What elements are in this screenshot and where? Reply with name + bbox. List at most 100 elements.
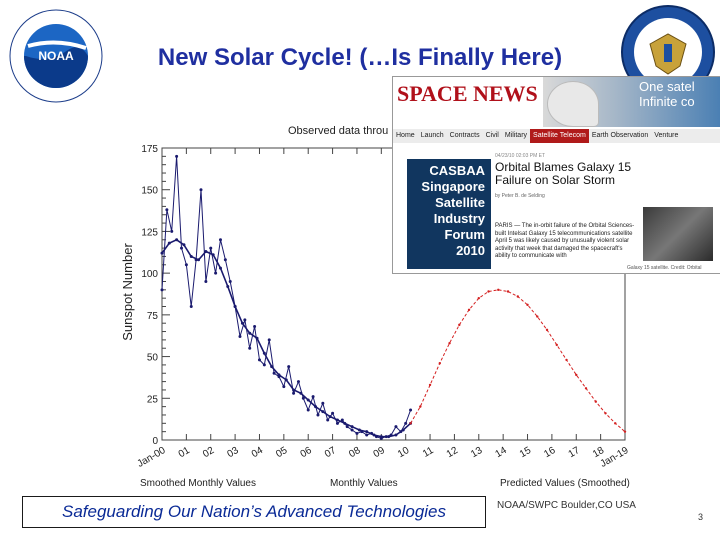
data-point bbox=[228, 279, 232, 283]
data-point bbox=[448, 342, 451, 345]
x-tick-label: 10 bbox=[396, 445, 412, 460]
tagline-box: Safeguarding Our Nation’s Advanced Techn… bbox=[22, 496, 486, 528]
nav-item-contracts[interactable]: Contracts bbox=[449, 132, 480, 139]
x-tick-label: 13 bbox=[469, 445, 485, 460]
data-point bbox=[296, 380, 300, 384]
data-point bbox=[331, 411, 335, 415]
casbaa-ad: CASBAA Singapore Satellite Industry Forum 201… bbox=[407, 159, 491, 269]
ad-line-2: Infinite co bbox=[639, 94, 695, 109]
satellite-photo bbox=[643, 207, 713, 261]
y-axis-label: Sunspot Number bbox=[120, 243, 135, 341]
chart-axes: 0 25 50 75 100 125 150 175 Jan-00 01 02 03 04 05 06 07 0… bbox=[136, 144, 631, 470]
nav-item-military[interactable]: Military bbox=[504, 132, 528, 139]
data-point bbox=[335, 421, 339, 425]
data-point bbox=[292, 391, 296, 395]
data-point bbox=[182, 243, 186, 247]
data-point bbox=[409, 408, 413, 412]
nav-item-venture[interactable]: Venture bbox=[654, 132, 679, 139]
x-tick-label: 05 bbox=[274, 445, 290, 460]
y-tick-label: 50 bbox=[147, 353, 159, 364]
data-point bbox=[467, 308, 471, 312]
noaa-logo-text: NOAA bbox=[38, 49, 74, 63]
data-point bbox=[240, 321, 244, 325]
series-line-predicted bbox=[410, 289, 626, 433]
data-point bbox=[204, 279, 208, 283]
x-tick-label: 15 bbox=[518, 445, 534, 460]
data-point bbox=[384, 435, 388, 439]
nav-item-satellite-telecom[interactable]: Satellite Telecom bbox=[530, 129, 589, 143]
data-point bbox=[604, 412, 607, 415]
article-timestamp: 04/23/10 02:03 PM ET bbox=[495, 153, 546, 159]
data-point bbox=[370, 431, 374, 435]
data-point bbox=[218, 238, 222, 242]
data-point bbox=[189, 254, 193, 258]
data-point bbox=[223, 258, 227, 262]
data-point bbox=[555, 343, 558, 347]
data-point bbox=[350, 428, 354, 432]
article-headline: Orbital Blames Galaxy 15 Failure on Sola… bbox=[495, 160, 632, 187]
data-point bbox=[199, 188, 203, 192]
data-point bbox=[287, 365, 291, 369]
data-point bbox=[272, 371, 276, 375]
data-point bbox=[506, 290, 510, 293]
data-point bbox=[214, 271, 218, 275]
x-tick-label: Jan-00 bbox=[136, 445, 168, 470]
x-tick-label: 02 bbox=[201, 445, 217, 460]
data-point bbox=[218, 266, 222, 270]
data-point bbox=[175, 154, 179, 158]
series-line-smoothed bbox=[161, 238, 412, 438]
data-point bbox=[350, 425, 354, 429]
x-tick-label: 17 bbox=[567, 445, 583, 460]
x-tick-label: 11 bbox=[421, 445, 436, 460]
x-tick-label: 03 bbox=[225, 445, 241, 460]
x-tick-label: 16 bbox=[542, 445, 558, 460]
data-point bbox=[394, 425, 398, 429]
data-point bbox=[226, 284, 230, 288]
data-point bbox=[545, 328, 549, 332]
data-point bbox=[248, 346, 252, 350]
page-number: 3 bbox=[698, 512, 704, 522]
data-point bbox=[409, 422, 412, 425]
y-tick-label: 100 bbox=[141, 269, 158, 280]
nav-item-home[interactable]: Home bbox=[396, 132, 415, 139]
data-point bbox=[345, 425, 349, 429]
data-point bbox=[565, 358, 568, 362]
y-tick-label: 25 bbox=[147, 394, 159, 405]
nav-item-earth-observation[interactable]: Earth Observation bbox=[591, 132, 649, 139]
nav-item-civil[interactable]: Civil bbox=[485, 132, 499, 139]
data-point bbox=[184, 263, 188, 267]
data-point bbox=[321, 401, 325, 405]
data-point bbox=[238, 335, 242, 339]
y-tick-label: 0 bbox=[152, 436, 158, 447]
data-point bbox=[160, 288, 164, 292]
data-point bbox=[160, 251, 164, 255]
x-tick-label: 06 bbox=[299, 445, 315, 460]
casbaa-line: Singapore bbox=[421, 179, 485, 194]
x-tick-label: 18 bbox=[591, 445, 607, 460]
data-point bbox=[526, 303, 529, 307]
credit-text: NOAA/SWPC Boulder,CO USA bbox=[497, 500, 636, 511]
news-nav-bar: Home Launch Contracts Civil Military Satellit… bbox=[393, 129, 720, 143]
data-point bbox=[204, 249, 208, 253]
data-point bbox=[262, 363, 266, 367]
ad-line-1: One satel bbox=[639, 79, 695, 94]
photo-caption: Galaxy 15 satellite. Credit: Orbital bbox=[627, 265, 702, 271]
data-point bbox=[394, 433, 398, 437]
data-point bbox=[487, 290, 490, 293]
x-tick-label: 09 bbox=[372, 445, 388, 460]
data-point bbox=[438, 362, 441, 365]
nav-item-launch[interactable]: Launch bbox=[420, 132, 444, 139]
data-point bbox=[282, 385, 286, 389]
data-point bbox=[175, 238, 179, 242]
data-point bbox=[248, 331, 252, 335]
data-point bbox=[311, 395, 315, 399]
data-point bbox=[399, 430, 403, 434]
data-point bbox=[277, 375, 281, 379]
casbaa-line: 2010 bbox=[456, 243, 485, 258]
noaa-logo: NOAA bbox=[9, 9, 103, 103]
y-tick-label: 150 bbox=[141, 186, 158, 197]
data-point bbox=[270, 365, 274, 369]
chart-series bbox=[160, 154, 627, 440]
x-tick-label: 08 bbox=[347, 445, 363, 460]
